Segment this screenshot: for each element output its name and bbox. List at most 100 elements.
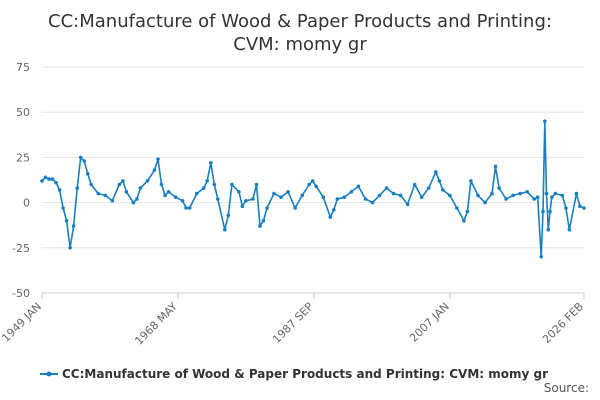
data-point xyxy=(564,206,568,210)
data-point xyxy=(398,193,403,198)
data-point xyxy=(173,195,178,199)
data-point xyxy=(71,224,76,228)
y-tick-label-0: 75 xyxy=(16,61,30,74)
y-tick-label-1: 50 xyxy=(16,106,30,119)
data-point xyxy=(434,170,438,174)
data-point xyxy=(61,206,65,210)
data-point xyxy=(574,191,579,196)
data-point xyxy=(159,182,164,187)
data-point xyxy=(82,159,86,163)
data-point xyxy=(462,218,466,223)
legend-label[interactable]: CC:Manufacture of Wood & Paper Products … xyxy=(62,367,548,381)
data-point xyxy=(377,193,382,198)
data-point xyxy=(310,179,315,183)
data-point xyxy=(293,206,297,210)
data-point xyxy=(543,119,547,123)
data-point xyxy=(321,195,326,199)
data-point xyxy=(465,209,470,214)
data-point xyxy=(426,186,431,190)
data-point xyxy=(553,191,558,196)
data-point xyxy=(560,193,565,198)
data-point xyxy=(265,206,269,210)
data-point xyxy=(135,197,139,201)
data-point xyxy=(43,175,48,180)
data-point xyxy=(535,195,540,199)
data-point xyxy=(437,179,442,183)
y-axis-tick-labels: 75 50 25 0 -25 -50 xyxy=(12,61,30,300)
data-point xyxy=(244,199,248,203)
data-point xyxy=(54,180,58,185)
data-point xyxy=(550,195,554,199)
data-point xyxy=(124,190,129,194)
data-point xyxy=(57,188,62,192)
data-point xyxy=(184,206,188,210)
data-point xyxy=(145,179,150,183)
data-point xyxy=(163,193,167,198)
data-point xyxy=(131,200,136,205)
data-point xyxy=(300,193,305,198)
data-point xyxy=(455,206,459,210)
data-point xyxy=(441,188,445,192)
data-point xyxy=(223,227,227,232)
data-point xyxy=(405,202,410,207)
y-tick-label-3: 0 xyxy=(23,197,30,210)
data-point xyxy=(40,179,44,183)
data-point xyxy=(103,193,108,198)
series-group xyxy=(40,119,586,259)
data-point xyxy=(152,168,157,172)
source-label[interactable]: Source: xyxy=(544,381,589,395)
data-point xyxy=(448,193,452,198)
data-point xyxy=(110,199,115,203)
data-point xyxy=(578,204,582,208)
data-point xyxy=(272,191,276,196)
data-point xyxy=(384,186,389,190)
data-point xyxy=(541,209,545,214)
legend-dot-marker xyxy=(46,371,52,377)
data-point xyxy=(511,193,515,198)
data-point xyxy=(156,157,160,161)
data-point xyxy=(226,213,231,218)
data-point xyxy=(254,182,259,187)
y-tick-label-5: -50 xyxy=(12,287,30,300)
y-tick-label-4: -25 xyxy=(12,242,30,255)
data-point xyxy=(47,177,51,181)
data-point xyxy=(78,155,83,160)
x-tick-label-0: 1949 JAN xyxy=(0,300,44,345)
data-point xyxy=(419,195,424,199)
data-point xyxy=(349,190,354,194)
data-point xyxy=(356,184,361,189)
data-point xyxy=(469,179,473,183)
chart-title: CC:Manufacture of Wood & Paper Products … xyxy=(48,11,552,55)
data-point xyxy=(117,182,122,187)
data-point xyxy=(279,195,283,199)
data-point xyxy=(230,182,234,187)
data-point xyxy=(50,177,55,181)
data-point xyxy=(258,224,262,228)
data-point xyxy=(504,197,508,201)
data-point xyxy=(96,191,101,196)
chart-title-line-2: CVM: momy gr xyxy=(233,34,367,55)
data-point xyxy=(187,206,192,210)
series-line-0 xyxy=(41,120,585,258)
data-point xyxy=(335,197,340,201)
data-point xyxy=(582,206,586,210)
data-point xyxy=(476,193,480,198)
data-point xyxy=(370,200,375,205)
x-tick-label-4: 2026 FEB xyxy=(540,300,586,346)
data-point xyxy=(180,199,185,203)
data-point xyxy=(216,197,220,201)
data-point xyxy=(212,182,217,187)
data-point xyxy=(497,186,501,190)
data-point xyxy=(490,191,494,196)
data-point xyxy=(483,200,487,205)
data-point xyxy=(85,171,90,176)
data-point xyxy=(314,184,319,189)
data-point xyxy=(237,190,241,194)
x-tick-label-1: 1968 MAY xyxy=(132,300,180,348)
data-point xyxy=(121,179,125,183)
data-point xyxy=(166,190,171,194)
data-point xyxy=(332,208,336,212)
data-point xyxy=(391,191,396,196)
legend[interactable]: CC:Manufacture of Wood & Paper Products … xyxy=(40,367,548,381)
